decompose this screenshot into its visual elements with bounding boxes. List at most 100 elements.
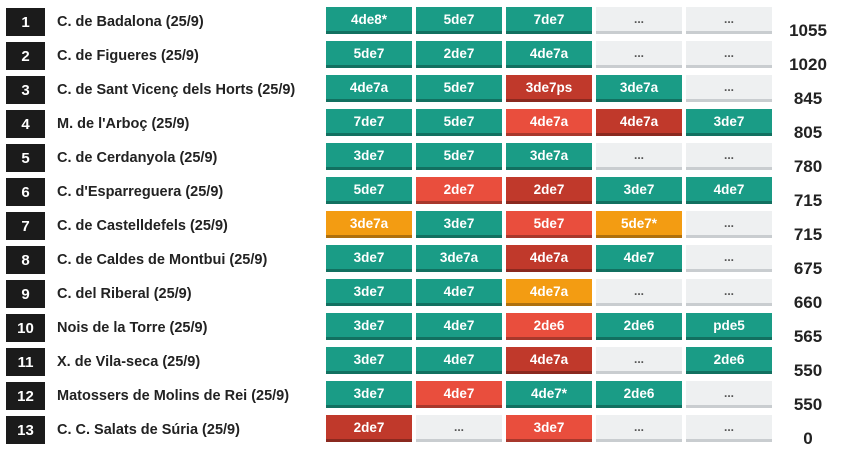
castell-cell: ... — [686, 381, 772, 408]
castell-cell: 4de7 — [416, 279, 502, 306]
rank-badge: 4 — [6, 110, 45, 138]
castell-cell: 4de7a — [596, 109, 682, 136]
castell-cell: 4de8* — [326, 7, 412, 34]
rank-badge: 7 — [6, 212, 45, 240]
castell-cell: 4de7 — [416, 381, 502, 408]
castell-cell: 5de7 — [506, 211, 592, 238]
rank-badge: 8 — [6, 246, 45, 274]
castell-cell: 5de7 — [416, 109, 502, 136]
castell-cell: 2de7 — [416, 41, 502, 68]
colla-name: C. de Sant Vicenç dels Horts (25/9) — [57, 82, 296, 98]
castell-cell: 3de7 — [326, 143, 412, 170]
rank-badge: 11 — [6, 348, 45, 376]
castell-cell: 3de7 — [326, 347, 412, 374]
castell-cell: 2de7 — [326, 415, 412, 442]
ranking-row: 8 C. de Caldes de Montbui (25/9) 3de7 3de7a… — [0, 245, 843, 278]
colla-name: C. de Castelldefels (25/9) — [57, 218, 228, 234]
castell-cell: 4de7 — [416, 313, 502, 340]
ranking-row: 9 C. del Riberal (25/9) 3de7 4de7 4de7a.....… — [0, 279, 843, 312]
castell-cell: 3de7a — [596, 75, 682, 102]
ranking-row: 1 C. de Badalona (25/9) 4de8* 5de7 7de7.....… — [0, 7, 843, 40]
ranking-row: 6 C. d'Esparreguera (25/9) 5de7 2de7 2de7 3de… — [0, 177, 843, 210]
castell-cell: ... — [686, 211, 772, 238]
points-value: 550 — [793, 395, 823, 414]
castell-cell: 7de7 — [326, 109, 412, 136]
rank-badge: 13 — [6, 416, 45, 444]
castell-cell: ... — [686, 415, 772, 442]
castell-cell: 4de7a — [506, 109, 592, 136]
ranking-row: 5 C. de Cerdanyola (25/9) 3de7 5de7 3de7a...… — [0, 143, 843, 176]
points-value: 1055 — [789, 21, 827, 40]
castell-cell: ... — [686, 245, 772, 272]
colla-name: M. de l'Arboç (25/9) — [57, 116, 190, 132]
castell-cell: 5de7 — [326, 41, 412, 68]
castell-cell: 3de7 — [416, 211, 502, 238]
castell-cell: ... — [686, 7, 772, 34]
castell-cell: 2de6 — [596, 381, 682, 408]
rank-badge: 6 — [6, 178, 45, 206]
points-value: 565 — [793, 327, 823, 346]
castell-cell: ... — [686, 279, 772, 306]
castell-cell: 2de6 — [686, 347, 772, 374]
points-value: 715 — [793, 191, 823, 210]
points-value: 0 — [803, 429, 813, 448]
castell-cell: 3de7a — [416, 245, 502, 272]
castell-cell: ... — [686, 41, 772, 68]
castell-cell: 4de7 — [596, 245, 682, 272]
ranking-row: 12 Matossers de Molins de Rei (25/9) 3de7 4… — [0, 381, 843, 414]
colla-name: C. C. Salats de Súria (25/9) — [57, 422, 240, 438]
castell-cell: 4de7a — [506, 279, 592, 306]
castell-cell: 3de7 — [326, 313, 412, 340]
colla-name: C. de Badalona (25/9) — [57, 14, 204, 30]
castell-cell: 3de7ps — [506, 75, 592, 102]
castell-cell: 7de7 — [506, 7, 592, 34]
castell-cell: 4de7 — [686, 177, 772, 204]
castell-cell: ... — [596, 143, 682, 170]
ranking-row: 3 C. de Sant Vicenç dels Horts (25/9) 4de7… — [0, 75, 843, 108]
ranking-row: 7 C. de Castelldefels (25/9) 3de7a 3de7 5de7… — [0, 211, 843, 244]
castell-cell: 2de6 — [506, 313, 592, 340]
castell-cell: 4de7a — [506, 245, 592, 272]
colla-name: C. d'Esparreguera (25/9) — [57, 184, 224, 200]
points-value: 780 — [793, 157, 823, 176]
castell-cell: 4de7a — [506, 41, 592, 68]
colla-name: C. de Caldes de Montbui (25/9) — [57, 252, 268, 268]
castell-cell: 3de7 — [326, 245, 412, 272]
points-value: 1020 — [789, 55, 827, 74]
castell-cell: 4de7* — [506, 381, 592, 408]
castell-cell: 3de7a — [506, 143, 592, 170]
castell-cell: 2de7 — [506, 177, 592, 204]
rank-badge: 1 — [6, 8, 45, 36]
castell-cell: ... — [596, 415, 682, 442]
castell-cell: 5de7 — [416, 75, 502, 102]
ranking-row: 4 M. de l'Arboç (25/9) 7de7 5de7 4de7a 4de7a 3… — [0, 109, 843, 142]
rank-badge: 9 — [6, 280, 45, 308]
points-value: 675 — [793, 259, 823, 278]
ranking-row: 11 X. de Vila-seca (25/9) 3de7 4de7 4de7a...… — [0, 347, 843, 380]
castell-cell: 3de7 — [686, 109, 772, 136]
points-value: 715 — [793, 225, 823, 244]
castell-cell: ... — [686, 75, 772, 102]
castell-cell: ... — [416, 415, 502, 442]
points-value: 660 — [793, 293, 823, 312]
ranking-row: 10 Nois de la Torre (25/9) 3de7 4de7 2de6 2de… — [0, 313, 843, 346]
rank-badge: 2 — [6, 42, 45, 70]
castell-cell: 5de7 — [326, 177, 412, 204]
colla-name: X. de Vila-seca (25/9) — [57, 354, 201, 370]
rank-badge: 10 — [6, 314, 45, 342]
rank-badge: 12 — [6, 382, 45, 410]
castell-cell: 2de7 — [416, 177, 502, 204]
colla-name: C. de Figueres (25/9) — [57, 48, 199, 64]
points-value: 845 — [793, 89, 823, 108]
rank-badge: 5 — [6, 144, 45, 172]
castell-cell: pde5 — [686, 313, 772, 340]
castell-cell: 3de7 — [506, 415, 592, 442]
castell-cell: 4de7 — [416, 347, 502, 374]
castell-cell: 5de7 — [416, 7, 502, 34]
castell-cell: ... — [596, 279, 682, 306]
points-value: 805 — [793, 123, 823, 142]
castell-cell: ... — [596, 7, 682, 34]
castell-cell: 4de7a — [326, 75, 412, 102]
castell-cell: 3de7 — [326, 381, 412, 408]
